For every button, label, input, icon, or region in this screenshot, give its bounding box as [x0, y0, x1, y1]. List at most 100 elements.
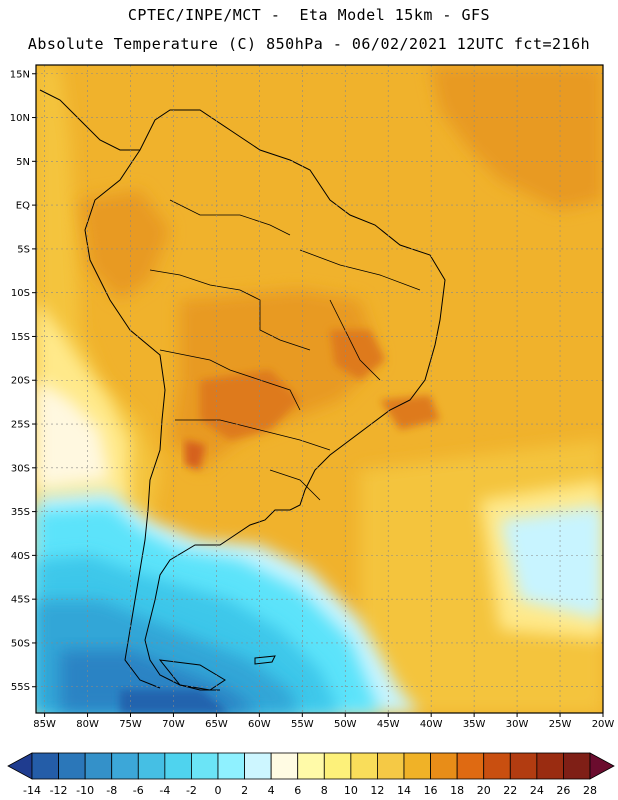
lat-label: 25S — [11, 420, 30, 431]
lon-label: 55W — [291, 719, 314, 730]
lon-label: 50W — [334, 719, 357, 730]
colorbar-label: 10 — [344, 784, 358, 797]
border-argentina-north — [175, 419, 331, 451]
lat-label: 5S — [17, 244, 30, 255]
lon-label: 25W — [549, 719, 572, 730]
colorbar-label: 12 — [370, 784, 384, 797]
lat-label: 10S — [11, 288, 30, 299]
latitude-labels: 15N 10N 5N EQ 5S 10S 15S 20S 25S 30S 35S 40S 45S 50S 5… — [10, 69, 36, 693]
lat-label: 20S — [11, 376, 30, 387]
colorbar-swatches — [7, 752, 615, 780]
colorbar-label: 28 — [583, 784, 597, 797]
colorbar-swatch — [430, 752, 458, 780]
colorbar-swatch — [350, 752, 378, 780]
colorbar-label: 22 — [503, 784, 517, 797]
coastlines — [39, 89, 446, 691]
colorbar-swatch — [270, 752, 299, 780]
colorbar-label: 0 — [215, 784, 222, 797]
colorbar-swatch — [191, 752, 219, 780]
colorbar-label: -14 — [23, 784, 41, 797]
lon-label: 80W — [76, 719, 99, 730]
colorbar-labels: -14 -12 -10 -8 -6 -4 -2 0 2 4 6 8 10 12 14 16 18 20 22 24 26… — [23, 784, 597, 797]
colorbar-swatch — [84, 752, 113, 780]
colorbar-label: 8 — [321, 784, 328, 797]
colorbar-swatch — [244, 752, 272, 780]
colorbar-swatch — [217, 752, 245, 780]
field-chaco-hot — [200, 370, 300, 440]
borders — [149, 199, 421, 501]
field-andes-north — [80, 190, 170, 300]
colorbar-swatch — [323, 752, 352, 780]
colorbar-swatch — [563, 752, 591, 780]
lon-label: 85W — [33, 719, 56, 730]
lat-label: 5N — [16, 157, 30, 168]
colorbar-swatch — [111, 752, 139, 780]
lat-label: EQ — [16, 201, 30, 212]
field-sa-palecyan — [500, 505, 603, 620]
colorbar-label: 18 — [450, 784, 464, 797]
colorbar-swatch — [403, 752, 431, 780]
colorbar-swatch — [164, 752, 192, 780]
colorbar-label: 6 — [294, 784, 301, 797]
lat-label: 45S — [11, 595, 30, 606]
lat-label: 15S — [11, 332, 30, 343]
border-paraguay — [159, 349, 301, 411]
map-title-line2: Absolute Temperature (C) 850hPa - 06/02/… — [27, 35, 591, 53]
colorbar-label: -6 — [133, 784, 144, 797]
colorbar-label: 26 — [556, 784, 570, 797]
lat-label: 35S — [11, 507, 30, 518]
colorbar-swatch — [509, 752, 538, 780]
lat-label: 50S — [11, 638, 30, 649]
colorbar-label: 4 — [268, 784, 275, 797]
border-bolivia-brazil — [149, 269, 311, 351]
lon-label: 75W — [119, 719, 142, 730]
graticule — [36, 65, 604, 713]
border-brazil-states2 — [329, 299, 381, 381]
border-uruguay — [269, 469, 321, 501]
colorbar-label: -12 — [50, 784, 68, 797]
colorbar-swatch — [483, 752, 511, 780]
lat-label: 55S — [11, 682, 30, 693]
lon-label: 30W — [506, 719, 529, 730]
field-hot-spot — [185, 440, 205, 470]
field-cold-darkblue — [120, 690, 230, 713]
colorbar-swatch — [31, 752, 59, 780]
coast-atlantic — [39, 89, 446, 691]
lon-label: 65W — [205, 719, 228, 730]
field-cold-blue — [60, 650, 260, 713]
colorbar-label: -8 — [106, 784, 117, 797]
lon-label: 70W — [162, 719, 185, 730]
border-north — [169, 199, 291, 236]
colorbar-swatch — [137, 752, 166, 780]
colorbar-swatch — [456, 752, 485, 780]
colorbar-label: -4 — [159, 784, 170, 797]
lon-label: 60W — [248, 719, 271, 730]
colorbar-label: 16 — [424, 784, 438, 797]
coast-tierra-del-fuego — [158, 659, 226, 691]
colorbar-label: 20 — [477, 784, 491, 797]
lat-label: 30S — [11, 463, 30, 474]
map-frame — [35, 64, 604, 714]
colorbar-label: -10 — [76, 784, 94, 797]
border-brazil-states — [299, 249, 421, 291]
colorbar-label: 14 — [397, 784, 411, 797]
coast-pacific — [84, 149, 166, 689]
lat-label: 10N — [10, 113, 30, 124]
lat-label: 15N — [10, 69, 30, 80]
field-pacific-cream — [36, 380, 110, 490]
colorbar-label: 2 — [241, 784, 248, 797]
colorbar-swatch — [536, 752, 564, 780]
lon-label: 20W — [592, 719, 615, 730]
longitude-labels: 85W 80W 75W 70W 65W 60W 55W 50W 45W 40W 35W 30W 25W 2… — [33, 713, 614, 730]
colorbar-swatch — [58, 752, 86, 780]
colorbar-arrow-right — [589, 752, 615, 780]
lon-label: 35W — [463, 719, 486, 730]
colorbar-swatch — [377, 752, 405, 780]
coast-falklands — [254, 655, 276, 665]
lat-label: 40S — [11, 551, 30, 562]
lon-label: 45W — [377, 719, 400, 730]
map-title-line1: CPTEC/INPE/MCT - Eta Model 15km - GFS — [127, 6, 491, 24]
field-coast-hot — [380, 395, 440, 430]
